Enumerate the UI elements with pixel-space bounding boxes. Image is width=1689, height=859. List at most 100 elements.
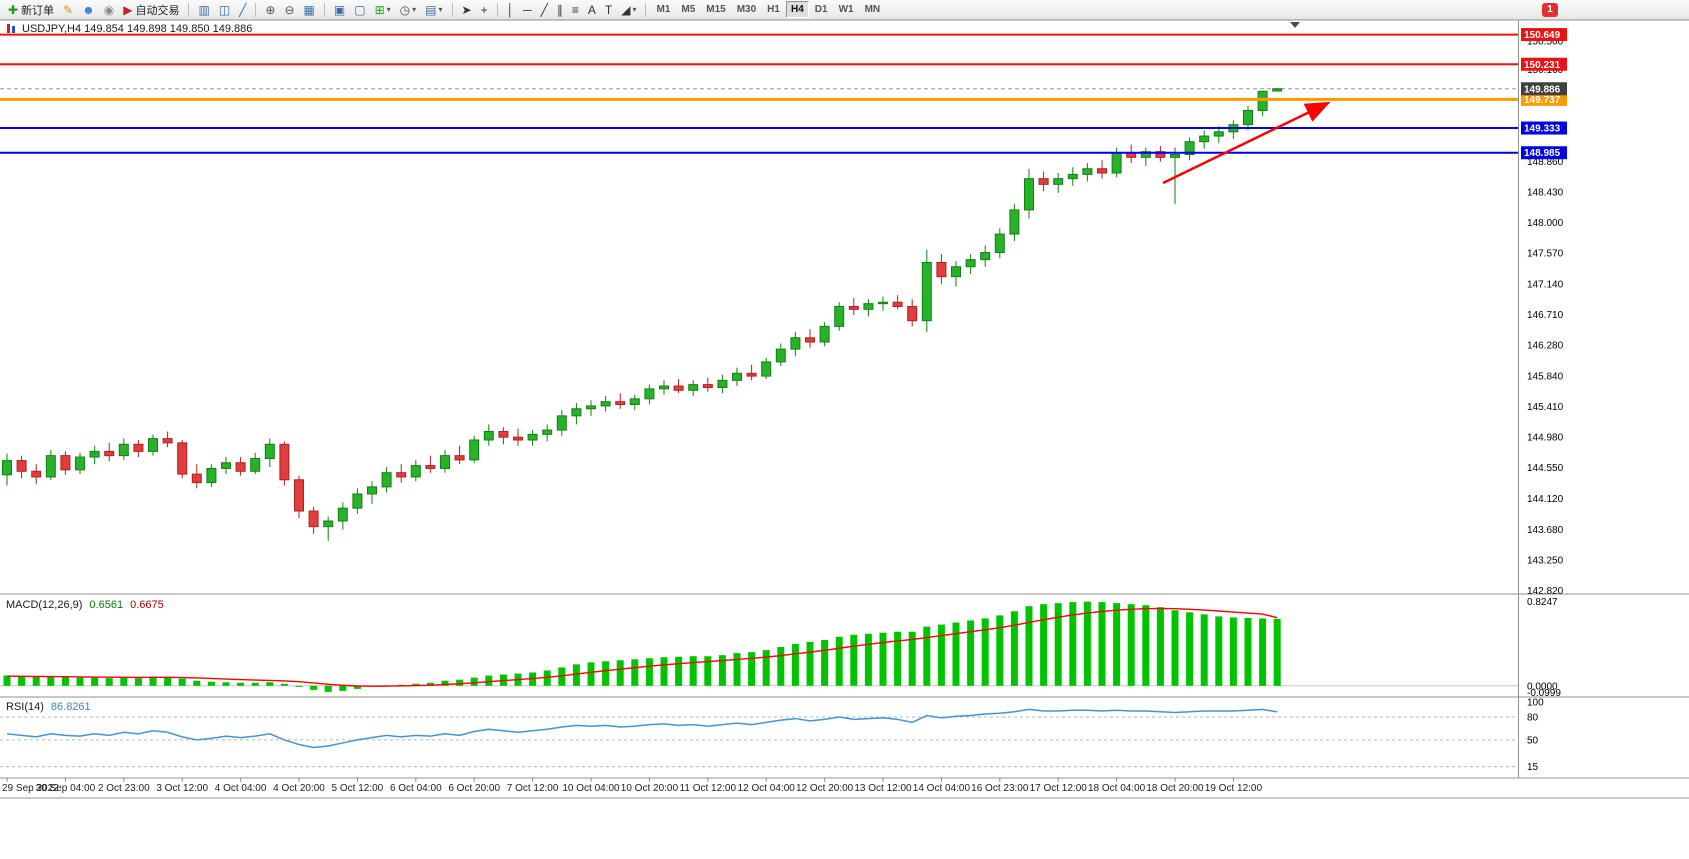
timeframe-m5[interactable]: M5 — [676, 1, 700, 18]
macd-histogram-bar — [689, 656, 697, 686]
macd-histogram-bar — [1010, 611, 1018, 686]
candle-body — [1184, 141, 1195, 156]
time-label: 14 Oct 04:00 — [913, 783, 971, 794]
zoom-in-icon[interactable]: ⊕ — [261, 1, 279, 19]
macd-histogram-bar — [76, 677, 84, 686]
new-order-button[interactable]: ✚ 新订单 — [4, 1, 58, 19]
zoom-out-icon[interactable]: ⊖ — [280, 1, 298, 19]
candle-body — [352, 493, 363, 509]
price-scale-label: 142.820 — [1527, 586, 1564, 597]
timeframe-m30[interactable]: M30 — [732, 1, 761, 18]
macd-histogram-bar — [1113, 603, 1121, 686]
rsi-scale-label: 15 — [1527, 762, 1539, 773]
community-icon[interactable]: ☻ — [78, 1, 99, 19]
indicators-icon[interactable]: ⊞ ▾ — [371, 1, 395, 19]
time-label: 12 Oct 20:00 — [796, 783, 854, 794]
timeframe-d1[interactable]: D1 — [810, 1, 833, 18]
macd-histogram-bar — [18, 676, 26, 686]
candle-body — [834, 306, 845, 327]
toolbar: ✚ 新订单 ✎ ☻ ◉ ▶ 自动交易 ▥ ◫ ╱ ⊕ ⊖ ▦ ▣ ▢ ⊞ ▾ ◷ ▾ ▤ ▾ ➤ + │ ─ ╱ ∥ ≡ A T ◢ ▾ M1 M… — [0, 0, 1689, 20]
macd-histogram-bar — [222, 682, 230, 686]
price-scale-label: 143.680 — [1527, 525, 1564, 536]
templates-icon[interactable]: ▤ ▾ — [421, 1, 446, 19]
shapes-icon[interactable]: ◢ ▾ — [617, 1, 640, 19]
trendline-icon: ╱ — [540, 2, 548, 17]
macd-histogram-bar — [456, 679, 464, 686]
candle-body — [513, 436, 523, 441]
candlestick-chart-icon[interactable]: ◫ — [215, 1, 234, 19]
candle-body — [177, 442, 188, 475]
crosshair-icon: + — [480, 2, 488, 17]
candle-body — [381, 472, 392, 488]
candle-body — [600, 401, 611, 407]
macd-histogram-bar — [952, 622, 960, 686]
trendline-icon[interactable]: ╱ — [537, 1, 552, 19]
alerts-icon[interactable]: ◉ — [100, 1, 118, 19]
timeframe-h4[interactable]: H4 — [785, 1, 809, 18]
cursor-icon[interactable]: ➤ — [458, 1, 476, 19]
auto-trading-button[interactable]: ▶ 自动交易 — [119, 1, 183, 19]
candle-body — [644, 388, 655, 400]
macd-histogram-bar — [207, 681, 215, 686]
crosshair-icon[interactable]: + — [477, 1, 492, 19]
macd-histogram-bar — [602, 661, 610, 686]
bar-chart-icon: ▥ — [198, 2, 210, 17]
candle-body — [410, 465, 421, 478]
timeframe-h1[interactable]: H1 — [762, 1, 785, 18]
text-icon[interactable]: A — [584, 1, 600, 19]
candle-body — [454, 455, 465, 461]
periods-icon[interactable]: ◷ ▾ — [396, 1, 421, 19]
arrange-windows-icon[interactable]: ▣ — [330, 1, 349, 19]
macd-histogram-bar — [762, 650, 770, 686]
macd-scale-label: 0.0000 — [1527, 681, 1558, 692]
price-level-badge — [1521, 121, 1567, 135]
price-level-badge-label: 148.985 — [1524, 148, 1561, 159]
macd-histogram-bar — [733, 653, 741, 686]
time-label: 16 Oct 23:00 — [971, 783, 1029, 794]
candle-body — [425, 465, 436, 469]
bar-chart-icon[interactable]: ▥ — [194, 1, 213, 19]
metaeditor-icon[interactable]: ✎ — [59, 1, 77, 19]
timeframe-m15[interactable]: M15 — [701, 1, 730, 18]
shapes-icon: ◢ — [621, 2, 631, 17]
time-label: 11 Oct 12:00 — [680, 783, 737, 794]
candle-body — [629, 398, 640, 406]
alerts-icon: ◉ — [103, 2, 115, 17]
timeframe-mn[interactable]: MN — [860, 1, 886, 18]
tile-windows-icon[interactable]: ▦ — [300, 1, 319, 19]
fibonacci-icon[interactable]: ≡ — [568, 1, 583, 19]
rsi-panel — [0, 708, 1518, 768]
chevron-down-icon: ▾ — [438, 5, 443, 14]
macd-histogram-bar — [675, 656, 683, 686]
new-order-button-label: 新订单 — [21, 4, 55, 17]
macd-histogram-bar — [806, 641, 814, 686]
cascade-windows-icon[interactable]: ▢ — [350, 1, 369, 19]
timeframe-w1[interactable]: W1 — [834, 1, 859, 18]
macd-histogram-bar — [937, 624, 945, 686]
line-chart-icon[interactable]: ╱ — [235, 1, 250, 19]
channel-icon[interactable]: ∥ — [553, 1, 567, 19]
label-icon[interactable]: T — [601, 1, 616, 19]
macd-histogram-bar — [1186, 612, 1194, 686]
time-label: 4 Oct 20:00 — [273, 783, 325, 794]
macd-histogram-bar — [310, 685, 318, 690]
price-axis: 150.560150.160148.860148.430148.000147.5… — [1521, 28, 1567, 773]
candle-body — [936, 261, 947, 278]
candle-body — [221, 462, 231, 469]
price-scale-label: 144.120 — [1527, 494, 1564, 505]
trend-arrow[interactable] — [1162, 101, 1331, 185]
macd-histogram-bar — [791, 643, 799, 686]
candle-body — [89, 450, 100, 458]
candle-body — [761, 361, 772, 377]
horizontal-line-icon[interactable]: ─ — [519, 1, 536, 19]
notification-icon[interactable]: 1 — [1542, 3, 1558, 17]
macd-histogram-bar — [324, 685, 332, 692]
vertical-line-icon[interactable]: │ — [503, 1, 519, 19]
candle-body — [878, 301, 888, 305]
candle-body — [396, 472, 407, 478]
macd-histogram-bar — [1171, 610, 1179, 686]
chart-shift-marker[interactable] — [1290, 22, 1300, 28]
timeframe-m1[interactable]: M1 — [651, 1, 675, 18]
macd-histogram-bar — [543, 670, 551, 686]
